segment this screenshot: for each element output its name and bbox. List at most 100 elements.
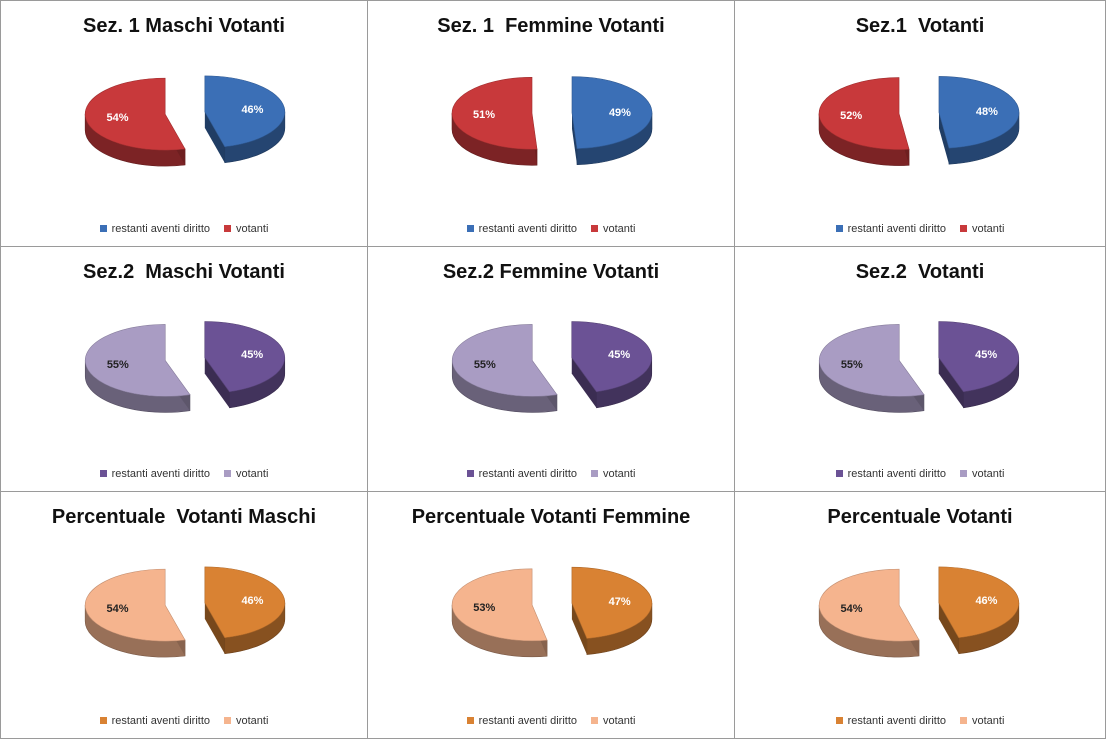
legend-swatch <box>960 470 967 477</box>
pie-slice <box>571 76 653 149</box>
legend-label: restanti aventi diritto <box>478 223 577 235</box>
legend-item: restanti aventi diritto <box>835 715 946 727</box>
legend: restanti aventi diritto votanti <box>368 223 734 235</box>
pie-slice-cut <box>571 112 578 165</box>
pie-slice <box>204 321 286 393</box>
pie-slice <box>938 321 1020 393</box>
legend-label: restanti aventi diritto <box>478 468 577 480</box>
pie-slice-cut <box>204 111 225 163</box>
pie-slice <box>818 77 910 150</box>
legend-label: votanti <box>972 223 1005 235</box>
pie-slice <box>84 324 191 397</box>
legend: restanti aventi diritto votanti <box>1 468 367 480</box>
legend-item: restanti aventi diritto <box>99 223 210 235</box>
legend-swatch <box>466 225 474 232</box>
legend: restanti aventi diritto votanti <box>735 468 1105 480</box>
pie-slice-cut <box>938 602 959 654</box>
pie-slice <box>818 324 925 397</box>
legend-label: votanti <box>603 715 636 727</box>
data-label: 52% <box>840 110 862 122</box>
legend-item: votanti <box>591 223 635 235</box>
data-label: 53% <box>473 602 495 614</box>
legend: restanti aventi diritto votanti <box>368 715 734 727</box>
legend-item: votanti <box>960 223 1004 235</box>
legend-swatch <box>466 470 474 477</box>
pie-slice <box>571 321 653 393</box>
data-label: 46% <box>241 595 263 607</box>
legend-swatch <box>466 717 474 724</box>
pie-slice <box>938 76 1020 149</box>
chart-title: Sez. 1 Maschi Votanti <box>83 15 285 37</box>
legend-label: restanti aventi diritto <box>478 715 577 727</box>
legend: restanti aventi diritto votanti <box>1 223 367 235</box>
pie-chart: 49% 51% <box>451 76 653 166</box>
legend-item: votanti <box>224 223 268 235</box>
legend-swatch <box>835 225 843 232</box>
data-label: 54% <box>841 603 863 615</box>
chart-panel: Sez.1 Votanti 48% 52% restanti aventi dirit… <box>735 1 1106 247</box>
pie-slice <box>84 568 186 642</box>
pie-chart: 45% 55% <box>451 321 653 413</box>
legend-item: votanti <box>224 468 268 480</box>
legend: restanti aventi diritto votanti <box>368 468 734 480</box>
chart-panel: Percentuale Votanti Femmine 47% 53% restant… <box>368 492 735 739</box>
pie-chart: 46% 54% <box>818 566 1020 658</box>
pie-slice <box>571 566 653 639</box>
data-label: 46% <box>241 104 263 116</box>
pie-slice <box>938 566 1020 639</box>
data-label: 55% <box>841 359 863 371</box>
chart-panel: Sez. 1 Maschi Votanti 46% 54% restanti aven… <box>1 1 368 247</box>
pie-slice-cut <box>204 357 230 408</box>
legend-swatch <box>591 717 598 724</box>
chart-title: Sez. 1 Femmine Votanti <box>437 15 665 37</box>
legend-item: restanti aventi diritto <box>835 223 946 235</box>
chart-panel: Sez.2 Femmine Votanti 45% 55% restanti aven… <box>368 247 735 492</box>
chart-title: Percentuale Votanti Femmine <box>411 506 691 528</box>
legend-label: restanti aventi diritto <box>847 715 946 727</box>
legend-label: restanti aventi diritto <box>847 468 946 480</box>
legend-item: votanti <box>591 468 635 480</box>
pie-slice <box>204 566 286 639</box>
legend: restanti aventi diritto votanti <box>735 715 1105 727</box>
legend-swatch <box>960 717 967 724</box>
data-label: 54% <box>107 112 129 124</box>
legend-label: votanti <box>236 715 269 727</box>
pie-slice <box>451 324 558 397</box>
chart-title: Percentuale Votanti <box>827 506 1013 528</box>
data-label: 51% <box>473 109 495 121</box>
pie-slice <box>204 75 286 148</box>
chart-panel: Sez. 1 Femmine Votanti 49% 51% restanti ave… <box>368 1 735 247</box>
pie-slice <box>451 76 538 150</box>
chart-title: Sez.1 Votanti <box>855 15 985 37</box>
chart-title: Sez.2 Maschi Votanti <box>83 261 285 283</box>
legend-label: votanti <box>972 468 1005 480</box>
legend-swatch <box>224 717 231 724</box>
legend-item: votanti <box>224 715 268 727</box>
legend-item: restanti aventi diritto <box>466 223 577 235</box>
legend-swatch <box>835 717 843 724</box>
legend-label: votanti <box>236 468 269 480</box>
data-label: 48% <box>976 106 998 118</box>
legend-label: votanti <box>236 223 269 235</box>
chart-panel: Percentuale Votanti Maschi 46% 54% restanti… <box>1 492 368 739</box>
data-label: 47% <box>609 596 631 608</box>
data-label: 46% <box>975 595 997 607</box>
legend-swatch <box>224 225 231 232</box>
legend-label: votanti <box>603 223 636 235</box>
legend-label: votanti <box>603 468 636 480</box>
legend-item: votanti <box>960 468 1004 480</box>
data-label: 55% <box>474 359 496 371</box>
legend-label: restanti aventi diritto <box>847 223 946 235</box>
legend-label: restanti aventi diritto <box>111 223 210 235</box>
legend-label: restanti aventi diritto <box>111 468 210 480</box>
data-label: 49% <box>609 107 631 119</box>
chart-title: Percentuale Votanti Maschi <box>51 506 317 528</box>
chart-title: Sez.2 Femmine Votanti <box>442 261 660 283</box>
legend-label: restanti aventi diritto <box>111 715 210 727</box>
pie-chart: 45% 55% <box>84 321 286 413</box>
data-label: 45% <box>975 349 997 361</box>
chart-panel: Sez.2 Maschi Votanti 45% 55% restanti avent… <box>1 247 368 492</box>
pie-slice-cut <box>938 112 949 165</box>
pie-chart: 46% 54% <box>84 75 286 167</box>
data-label: 54% <box>107 603 129 615</box>
